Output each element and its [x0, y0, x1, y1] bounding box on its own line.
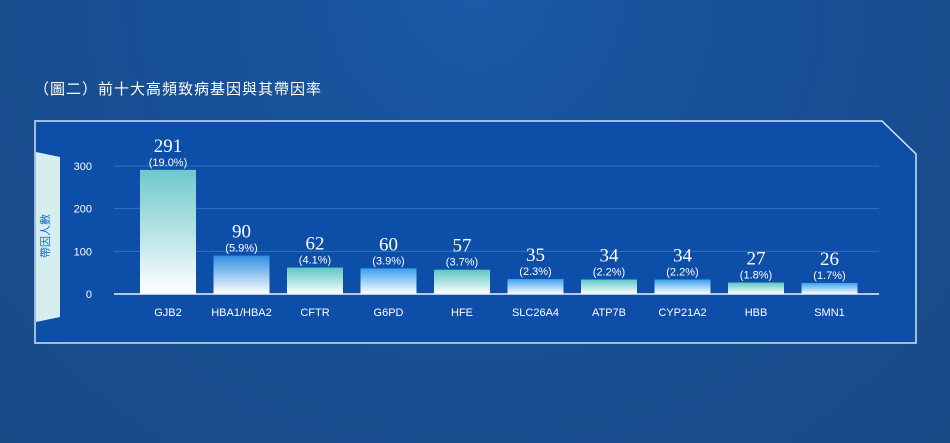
- percent-label: (2.2%): [593, 266, 625, 278]
- bar-hfe: [434, 269, 490, 294]
- percent-label: (2.2%): [666, 266, 698, 278]
- category-label: GJB2: [154, 307, 182, 319]
- y-tick-label: 300: [74, 161, 92, 173]
- category-label: HBB: [745, 307, 768, 319]
- percent-label: (3.9%): [372, 255, 404, 267]
- y-tick-label: 200: [74, 204, 92, 216]
- bar-cftr: [287, 267, 343, 294]
- bar-atp7b: [581, 279, 637, 294]
- bar-hba1-hba2: [213, 255, 270, 294]
- percent-label: (1.7%): [813, 270, 845, 282]
- grid-lines: [114, 165, 879, 252]
- percent-label: (2.3%): [519, 266, 551, 278]
- category-label: SMN1: [814, 307, 845, 319]
- percent-label: (1.8%): [740, 269, 772, 281]
- category-label: ATP7B: [592, 307, 626, 319]
- bar-gjb2: [140, 169, 196, 294]
- category-label: G6PD: [374, 307, 404, 319]
- data-labels: 291(19.0%) 90(5.9%) 62(4.1%) 60(3.9%) 57(3.7…: [149, 136, 846, 282]
- percent-label: (3.7%): [446, 257, 478, 269]
- bar-smn1: [801, 282, 858, 294]
- value-label: 34: [600, 245, 620, 266]
- value-label: 35: [526, 245, 545, 266]
- y-tick-label: 0: [86, 289, 92, 301]
- value-label: 90: [232, 222, 251, 243]
- category-label: SLC26A4: [512, 307, 559, 319]
- x-categories: GJB2 HBA1/HBA2 CFTR G6PD HFE SLC26A4 ATP7B CYP2…: [154, 307, 845, 319]
- category-label: HBA1/HBA2: [211, 307, 272, 319]
- value-label: 60: [379, 234, 398, 255]
- bar-slc26a4: [507, 279, 564, 294]
- bar-g6pd: [360, 268, 417, 294]
- value-label: 62: [306, 234, 325, 255]
- value-label: 291: [154, 136, 183, 157]
- y-ticks: 0 100 200 300: [74, 161, 92, 301]
- category-label: HFE: [451, 307, 473, 319]
- bar-cyp21a2: [654, 279, 711, 294]
- percent-label: (4.1%): [299, 255, 331, 267]
- category-label: CFTR: [300, 307, 329, 319]
- y-axis-label: 帶因人數: [39, 214, 52, 258]
- percent-label: (19.0%): [149, 157, 188, 169]
- value-label: 34: [673, 245, 693, 266]
- value-label: 27: [747, 248, 766, 269]
- bars: [140, 169, 858, 294]
- figure-title: （圖二）前十大高頻致病基因與其帶因率: [34, 80, 323, 98]
- value-label: 57: [453, 236, 472, 257]
- value-label: 26: [820, 249, 839, 270]
- y-axis-label-tab: [36, 152, 60, 322]
- y-tick-label: 100: [74, 246, 92, 258]
- percent-label: (5.9%): [225, 243, 257, 255]
- bar-hbb: [728, 282, 784, 294]
- category-label: CYP21A2: [658, 307, 706, 319]
